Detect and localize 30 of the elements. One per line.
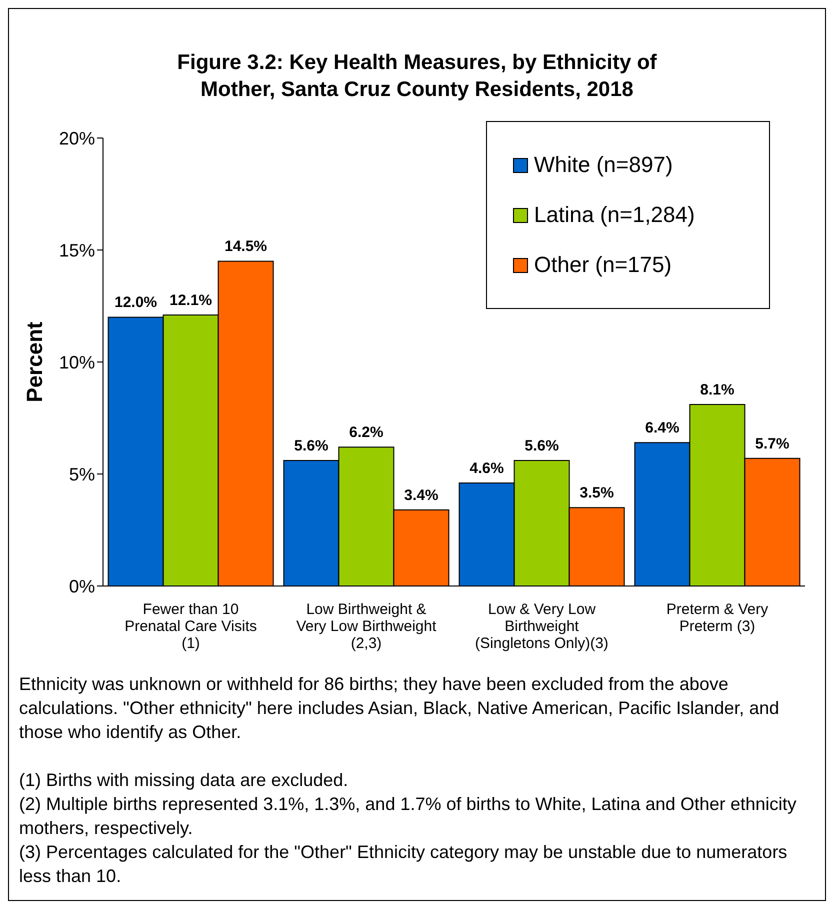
x-tick-label: Fewer than 10 Prenatal Care Visits (1) — [124, 601, 257, 652]
data-label: 5.6% — [524, 438, 559, 455]
data-label: 6.2% — [349, 424, 384, 442]
data-label: 6.4% — [645, 420, 680, 437]
text: (3) Percentages calculated for the "Other" Ethnicity category may be unstable due to numerators less than 10. — [19, 841, 788, 888]
data-label: 3.4% — [404, 486, 438, 504]
text: (1) Births with missing data are excluded. — [19, 769, 350, 792]
x-tick-label: Preterm & Very Preterm (3) — [666, 601, 769, 635]
y-tick-label: 5% — [68, 464, 95, 484]
x-tick-label: Low & Very Low Birthweight (Singletons Only)(3) — [475, 601, 608, 652]
y-tick-label: 15% — [58, 240, 95, 260]
y-tick-label: 10% — [58, 352, 95, 372]
data-label: 8.1% — [700, 382, 734, 399]
data-label: 12.0% — [114, 294, 158, 312]
legend-label: Latina (n=1,284) — [534, 202, 695, 228]
data-label: 12.1% — [169, 292, 212, 309]
text: Ethnicity was unknown or withheld for 86 births; they have been excluded from the above calculations. "Other ethnicity" here includes Asian, Black, Native American, Pacific Islander, and those who identify as Other. — [19, 673, 780, 744]
y-axis-title: Percent — [22, 320, 47, 402]
data-label: 3.5% — [580, 484, 614, 502]
y-tick-label: 0% — [68, 576, 95, 596]
chart-title: Figure 3.2: Key Health Measures, by Ethnicity of Mother, Santa Cruz County Residents, 2018 — [176, 50, 658, 103]
legend-label: White (n=897) — [534, 152, 673, 178]
y-tick-label: 20% — [58, 128, 95, 148]
data-label: 5.7% — [755, 435, 790, 452]
data-label: 14.5% — [224, 238, 268, 256]
data-label: 5.6% — [294, 438, 328, 455]
text: (2) Multiple births represented 3.1%, 1.3%, and 1.7% of births to White, Latina and Other ethnicity mothers, respectively. — [19, 793, 798, 840]
legend-label: Other (n=175) — [534, 252, 672, 278]
x-tick-label: Low Birthweight & Very Low Birthweight (2,3) — [296, 601, 438, 652]
data-label: 4.6% — [470, 460, 504, 477]
